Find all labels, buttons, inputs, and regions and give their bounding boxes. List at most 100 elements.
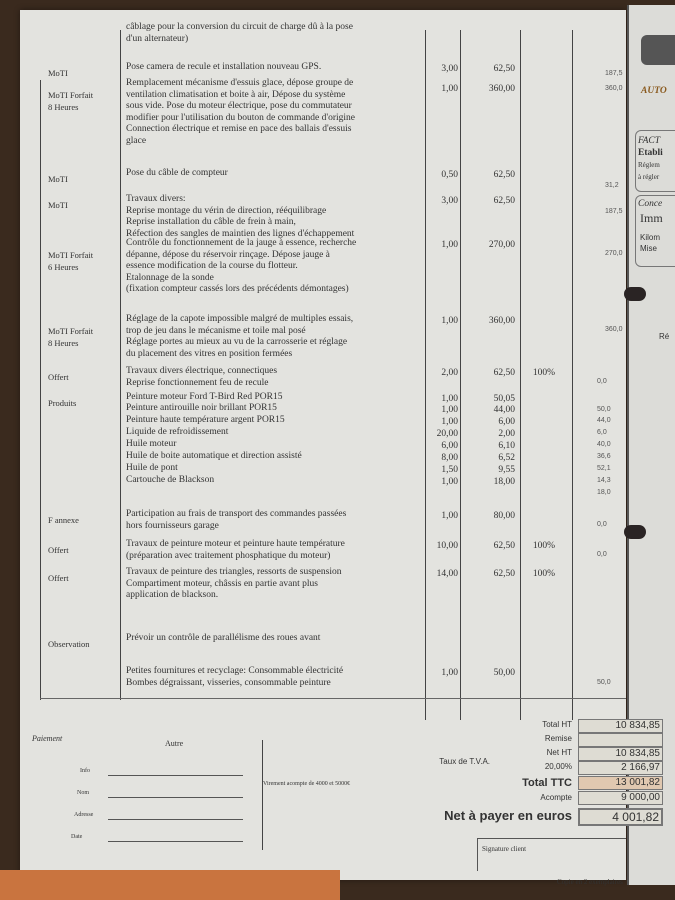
line-quantity: 0,50 [441, 170, 458, 180]
line-quantity: 1,00 [441, 477, 458, 487]
payment-field-label: Nom [77, 790, 89, 796]
line-quantity: 1,00 [441, 316, 458, 326]
tva-label: Taux de T.V.A. [439, 757, 490, 766]
line-unit-price: 44,00 [493, 405, 515, 415]
line-total: 36,6 [597, 453, 611, 460]
line-discount: 100% [532, 541, 555, 551]
line-quantity: 6,00 [441, 441, 458, 451]
line-total: 14,3 [597, 477, 611, 484]
immatriculation-label: Imm [640, 211, 663, 225]
total-ht-label: Total HT [542, 720, 572, 729]
line-quantity: 1,00 [441, 394, 458, 404]
line-unit-price: 360,00 [488, 84, 515, 94]
line-label: Offert [48, 545, 69, 555]
payment-field-input[interactable] [108, 819, 243, 820]
line-description: Travaux divers: Reprise montage du vérin… [126, 194, 355, 239]
line-quantity: 1,00 [441, 405, 458, 415]
line-label: Observation [48, 639, 90, 649]
line-unit-price: 80,00 [493, 511, 515, 521]
kilometrage-label: Kilom [640, 233, 661, 242]
acompte-value: 9 000,00 [578, 791, 663, 805]
line-quantity: 1,00 [441, 668, 458, 678]
line-quantity: 1,00 [441, 240, 458, 250]
line-label: MoTI Forfait 6 Heures [48, 250, 94, 272]
line-total: 6,0 [597, 429, 607, 436]
line-unit-price: 2,00 [498, 429, 515, 439]
invoice-page: câblage pour la conversion du circuit de… [20, 10, 626, 880]
line-unit-price: 62,50 [493, 569, 515, 579]
net-a-payer-label: Net à payer en euros [444, 808, 572, 823]
line-label: Offert [48, 573, 69, 583]
line-unit-price: 62,50 [493, 541, 515, 551]
line-unit-price: 62,50 [493, 64, 515, 74]
line-quantity: 1,00 [441, 84, 458, 94]
facture-box: FACT Etabli Réglem à régler [635, 130, 675, 192]
line-total: 31,2 [605, 182, 619, 189]
payment-field-input[interactable] [108, 841, 243, 842]
line-unit-price: 62,50 [493, 196, 515, 206]
line-quantity: 14,00 [436, 569, 458, 579]
line-total: 187,5 [605, 70, 623, 77]
facture-label: FACT [638, 136, 661, 146]
line-description: Peinture haute température argent POR15 [126, 415, 285, 425]
payment-field-label: Date [71, 834, 83, 840]
line-description: Cartouche de Blackson [126, 475, 215, 485]
line-description: Travaux de peinture des triangles, resso… [126, 567, 342, 600]
payment-field-input[interactable] [108, 797, 243, 798]
payment-field-input[interactable] [108, 775, 243, 776]
line-description: Huile de boite automatique et direction … [126, 451, 302, 461]
payment-field-label: Adresse [74, 812, 94, 818]
concession-box: Conce Imm Kilom Mise [635, 195, 675, 267]
autre-label: Autre [165, 739, 184, 748]
line-unit-price: 50,05 [493, 394, 515, 404]
remise-value [578, 733, 663, 747]
net-a-payer-value: 4 001,82 [578, 808, 663, 826]
line-quantity: 1,00 [441, 417, 458, 427]
line-unit-price: 6,52 [498, 453, 515, 463]
line-total: 270,0 [605, 250, 623, 257]
table-surface [0, 870, 340, 900]
line-description: câblage pour la conversion du circuit de… [126, 22, 353, 44]
line-total: 0,0 [597, 378, 607, 385]
payment-label: Paiement [32, 734, 63, 743]
line-unit-price: 6,10 [498, 441, 515, 451]
total-ht-value: 10 834,85 [578, 719, 663, 733]
line-description: Peinture antirouille noir brillant POR15 [126, 403, 277, 413]
line-description: Prévoir un contrôle de parallélisme des … [126, 633, 321, 643]
line-quantity: 2,00 [441, 368, 458, 378]
line-description: Réglage de la capote impossible malgré d… [126, 314, 354, 359]
payment-field-label: Info [80, 768, 90, 774]
line-quantity: 1,50 [441, 465, 458, 475]
line-description: Remplacement mécanisme d'essuis glace, d… [126, 78, 356, 146]
line-label: MoTI Forfait 8 Heures [48, 326, 94, 348]
line-total: 52,1 [597, 465, 611, 472]
line-label: Offert [48, 372, 69, 382]
line-unit-price: 50,00 [493, 668, 515, 678]
net-ht-label: Net HT [546, 748, 572, 757]
reglement-label: Réglem [638, 161, 660, 169]
remise-label: Remise [544, 734, 572, 743]
line-unit-price: 360,00 [488, 316, 515, 326]
total-ttc-value: 13 001,82 [578, 776, 663, 790]
line-total: 360,0 [605, 326, 623, 333]
signature-box[interactable]: Signature client [477, 838, 626, 871]
line-label: MoTI [48, 200, 68, 210]
line-description: Pose du câble de compteur [126, 168, 228, 178]
line-label: Produits [48, 398, 77, 408]
line-unit-price: 9,55 [498, 465, 515, 475]
concession-label: Conce [638, 199, 663, 209]
total-ttc-label: Total TTC [522, 777, 572, 789]
line-quantity: 10,00 [436, 541, 458, 551]
binder-clip [624, 525, 646, 539]
line-total: 360,0 [605, 85, 623, 92]
line-total: 50,0 [597, 406, 611, 413]
line-total: 18,0 [597, 489, 611, 496]
line-quantity: 8,00 [441, 453, 458, 463]
line-total: 50,0 [597, 679, 611, 686]
a-regler-label: à régler [638, 173, 660, 181]
line-label: MoTI [48, 174, 68, 184]
line-label: F annexe [48, 515, 79, 525]
line-quantity: 1,00 [441, 511, 458, 521]
signature-label: Signature client [482, 845, 527, 853]
line-description: Petites fournitures et recyclage: Consom… [126, 666, 344, 688]
